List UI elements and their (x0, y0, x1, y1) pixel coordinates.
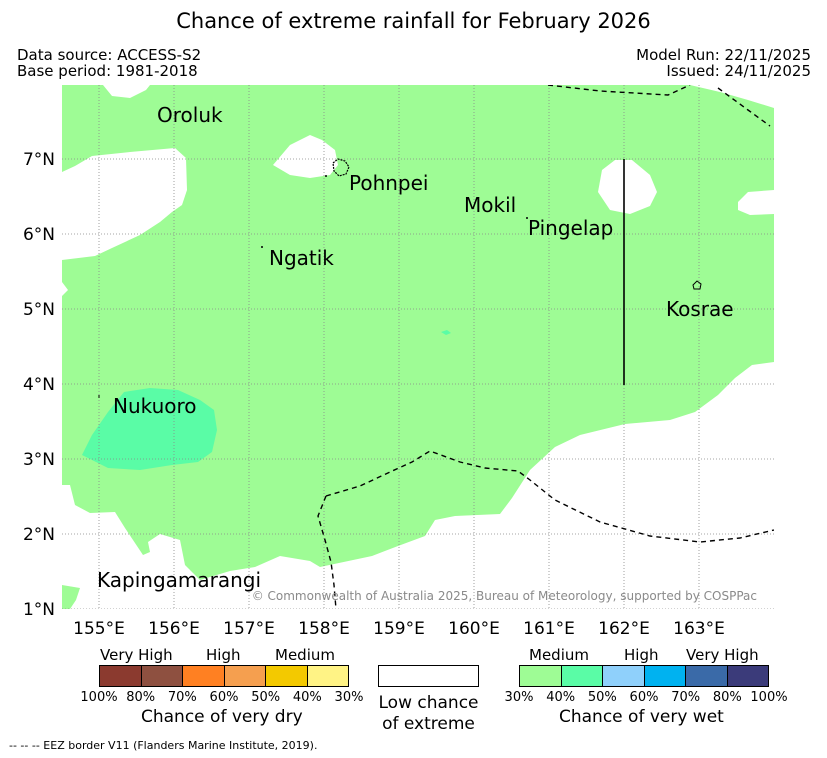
wet-heading-medium: Medium (529, 646, 589, 664)
dry-caption: Chance of very dry (141, 707, 303, 727)
longitude-tick-label: 156°E (148, 619, 200, 639)
dry-swatch (266, 666, 308, 686)
latitude-tick-label: 4°N (23, 375, 55, 395)
longitude-tick-label: 155°E (73, 619, 125, 639)
meta-right: Model Run: 22/11/2025 Issued: 24/11/2025 (636, 47, 811, 79)
wet-swatch (727, 666, 768, 686)
dry-swatch (100, 666, 142, 686)
place-label-kosrae: Kosrae (666, 297, 734, 321)
wet-swatch (644, 666, 686, 686)
dry-heading-very-high: Very High (100, 646, 173, 664)
latitude-axis: 7°N 6°N 5°N 4°N 3°N 2°N 1°N (23, 150, 55, 620)
wet-medium-high-region (82, 388, 217, 470)
wet-speck (441, 330, 451, 335)
wet-medium-region (62, 85, 774, 609)
latitude-tick-label: 3°N (23, 450, 55, 470)
low-caption-line2: of extreme (382, 714, 475, 734)
wet-tick-label: 30% (504, 690, 534, 705)
low-chance-patch-pohnpei (273, 135, 338, 178)
longitude-tick-label: 159°E (373, 619, 425, 639)
dry-tick-label: 50% (251, 690, 281, 705)
dry-swatch (224, 666, 266, 686)
longitude-tick-label: 161°E (523, 619, 575, 639)
place-label-oroluk: Oroluk (157, 103, 223, 127)
wet-heading-high: High (624, 646, 659, 664)
wet-tick-label: 50% (587, 690, 617, 705)
dry-swatch (141, 666, 183, 686)
longitude-tick-label: 157°E (223, 619, 275, 639)
low-caption-line1: Low chance (378, 693, 479, 713)
low-chance-patch-oroluk (62, 148, 187, 260)
dry-swatch (307, 666, 348, 686)
wet-tick-label: 40% (546, 690, 576, 705)
longitude-tick-label: 162°E (598, 619, 650, 639)
latitude-tick-label: 5°N (23, 300, 55, 320)
wet-tick-label: 70% (671, 690, 701, 705)
wet-swatch (603, 666, 645, 686)
islet-marker (325, 175, 327, 177)
wet-swatch (561, 666, 603, 686)
dry-heading-medium: Medium (275, 646, 335, 664)
dry-colorbar (99, 665, 349, 687)
issued-date: Issued: 24/11/2025 (666, 62, 811, 80)
data-source: Data source: ACCESS-S2 (17, 46, 202, 64)
wet-tick-label: 80% (712, 690, 742, 705)
base-period: Base period: 1981-2018 (17, 62, 198, 80)
low-chance-patch-east (738, 190, 774, 215)
wet-swatch (686, 666, 728, 686)
dry-tick-label: 60% (209, 690, 239, 705)
map-title: Chance of extreme rainfall for February … (176, 9, 651, 33)
place-label-mokil: Mokil (464, 193, 516, 217)
dry-tick-label: 100% (80, 690, 118, 705)
longitude-axis: 155°E 156°E 157°E 158°E 159°E 160°E 161°E 162°E… (73, 619, 725, 639)
eez-borders (317, 85, 774, 609)
latitude-tick-label: 7°N (23, 150, 55, 170)
dry-tick-label: 40% (292, 690, 322, 705)
eez-border-note: -- -- -- EEZ border V11 (Flanders Marine… (9, 739, 318, 752)
place-label-kapingamarangi: Kapingamarangi (97, 568, 261, 592)
ngatik-marker (261, 246, 263, 248)
dry-heading-high: High (206, 646, 241, 664)
model-run: Model Run: 22/11/2025 (636, 46, 811, 64)
wet-tick-label: 60% (629, 690, 659, 705)
place-label-nukuoro: Nukuoro (113, 394, 197, 418)
latitude-tick-label: 6°N (23, 225, 55, 245)
place-label-ngatik: Ngatik (269, 246, 334, 270)
dry-tick-label: 30% (334, 690, 364, 705)
longitude-tick-label: 160°E (448, 619, 500, 639)
wet-heading-very-high: Very High (686, 646, 759, 664)
low-chance-patch-west (62, 282, 68, 296)
wet-colorbar (519, 665, 769, 687)
meta-left: Data source: ACCESS-S2 Base period: 1981… (17, 47, 201, 79)
kosrae-island-outline (692, 280, 702, 290)
latitude-tick-label: 2°N (23, 525, 55, 545)
longitude-tick-label: 163°E (673, 619, 725, 639)
low-chance-patch-pingelap (598, 160, 657, 214)
wet-caption: Chance of very wet (559, 707, 724, 727)
pohnpei-island-outline (332, 158, 350, 177)
wet-tick-label: 100% (750, 690, 788, 705)
low-chance-swatch (378, 665, 479, 687)
place-label-pohnpei: Pohnpei (349, 171, 429, 195)
latitude-tick-label: 1°N (23, 600, 55, 620)
copyright-notice: © Commonwealth of Australia 2025, Bureau… (252, 589, 757, 603)
place-label-pingelap: Pingelap (528, 216, 613, 240)
dry-tick-label: 80% (126, 690, 156, 705)
longitude-tick-label: 158°E (298, 619, 350, 639)
pingelap-marker (526, 217, 528, 219)
dry-swatch (183, 666, 225, 686)
dry-tick-label: 70% (167, 690, 197, 705)
wet-swatch (520, 666, 562, 686)
